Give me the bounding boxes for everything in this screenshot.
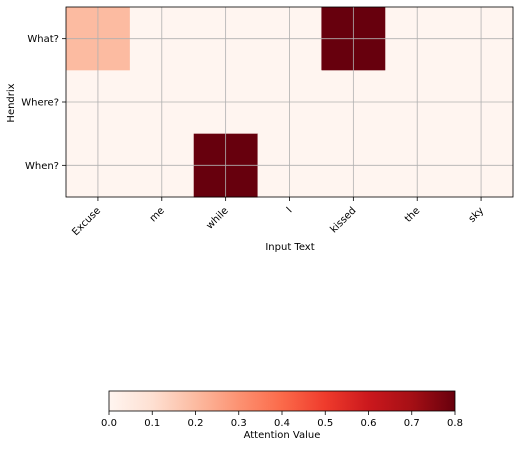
x-tick-label: the [403,205,422,224]
y-axis-label: Hendrix [6,83,17,122]
colorbar-tick-label: 0.2 [188,418,204,429]
colorbar-label: Attention Value [244,430,321,441]
colorbar: 0.0 0.1 0.2 0.3 0.4 0.5 0.6 0.7 0.8 [101,390,463,429]
x-tick-label: I [285,205,295,215]
colorbar-tick-label: 0.7 [404,418,420,429]
colorbar-tick-label: 0.8 [447,418,463,429]
x-tick-label: kissed [328,205,358,235]
x-tick-label: sky [467,205,487,225]
colorbar-tick-label: 0.3 [231,418,247,429]
colorbar-tick-label: 0.5 [317,418,333,429]
y-tick-label: Where? [21,98,59,109]
x-axis-label: Input Text [265,242,314,253]
x-tick-label: while [204,205,230,231]
y-tick-label: What? [27,34,59,45]
colorbar-tick-label: 0.6 [361,418,377,429]
x-tick-label: Excuse [70,205,103,238]
y-tick-label: When? [25,161,59,172]
colorbar-tick-label: 0.1 [144,418,160,429]
colorbar-tick-label: 0.0 [101,418,117,429]
colorbar-tick-label: 0.4 [274,418,290,429]
colorbar-gradient [108,390,456,412]
x-tick-label: me [148,205,167,224]
